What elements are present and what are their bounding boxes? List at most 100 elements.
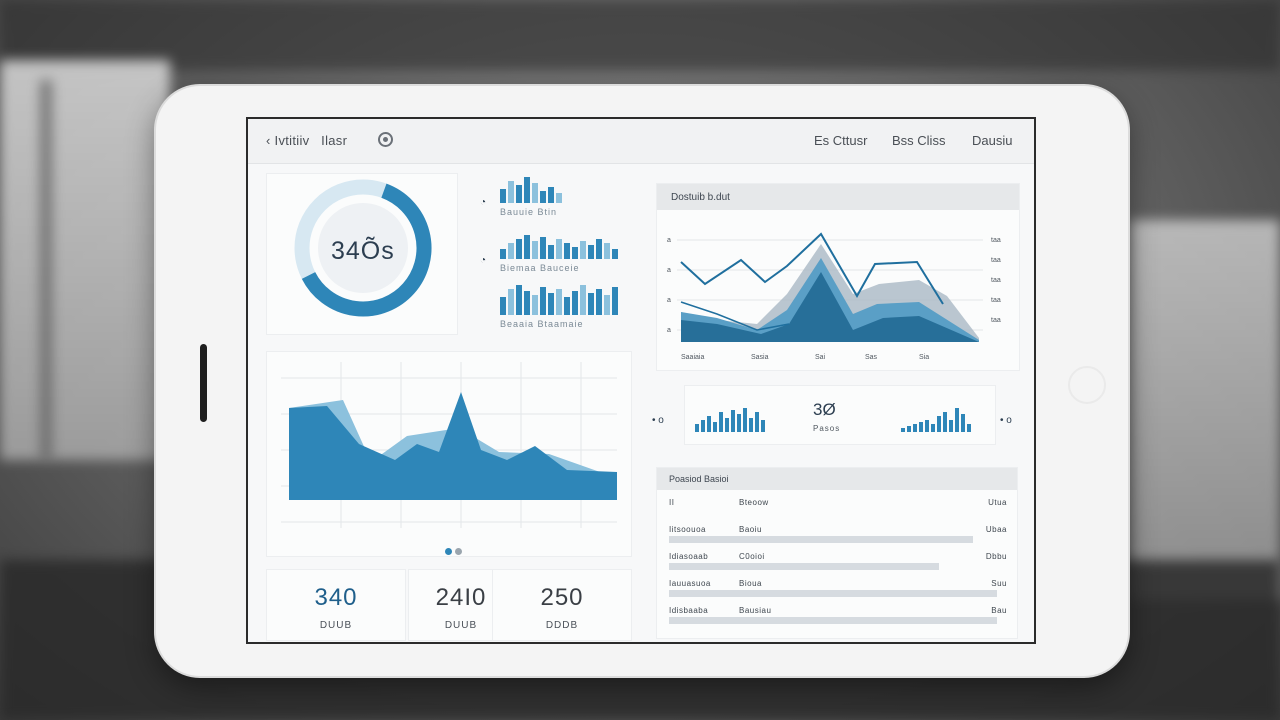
spark-bar — [931, 424, 935, 432]
mini-bar — [500, 189, 506, 203]
mini-bar — [604, 243, 610, 259]
mini-bar — [524, 291, 530, 315]
table-cell: C0oioi — [739, 552, 765, 561]
mini-bar — [524, 235, 530, 259]
spark-bar — [913, 424, 917, 432]
table-cell: Baoiu — [739, 525, 762, 534]
spark-bar — [925, 420, 929, 432]
spark-bar — [719, 412, 723, 432]
donut-value: 34Õs — [331, 237, 395, 265]
donut-chart — [294, 179, 432, 317]
mini-bar — [588, 245, 594, 259]
line-chart-card: Dostuib b.dut a a a a taa taa taa taa ta… — [656, 183, 1020, 371]
mini-bar — [516, 239, 522, 259]
mini-bar — [532, 183, 538, 203]
spark-bar — [737, 414, 741, 432]
nav-item-3[interactable]: Dausiu — [972, 133, 1013, 148]
kpi-card-1[interactable]: 340 DUUB — [266, 569, 406, 641]
mini-bar — [572, 291, 578, 315]
mini-bar — [548, 293, 554, 315]
y-tick-left: a — [667, 297, 671, 304]
mini-bar — [556, 193, 562, 203]
spark-bar — [749, 418, 753, 432]
row-progress-bar — [669, 536, 974, 543]
table-cell: Iitsoouoa — [669, 525, 706, 534]
mini-bar — [596, 239, 602, 259]
data-table-card: Poasiod Basioi II Bteoow Utua Iitsoouoa Baoi… — [656, 467, 1018, 639]
spark-bar — [731, 410, 735, 432]
y-tick-left: a — [667, 237, 671, 244]
mini-bar — [596, 289, 602, 315]
table-cell: Bausiau — [739, 606, 772, 615]
area-chart — [281, 362, 617, 528]
settings-icon[interactable] — [378, 132, 393, 147]
mini-bar — [612, 287, 618, 315]
table-header: Poasiod Basioi — [657, 468, 1017, 490]
pagination-dots — [445, 542, 465, 560]
y-tick-right: taa — [991, 317, 1001, 324]
mini-bar — [564, 297, 570, 315]
spark-bar — [755, 412, 759, 432]
mini-bar — [572, 247, 578, 259]
background-ceiling — [0, 0, 1280, 70]
nav-item-1[interactable]: Es Cttusr — [814, 133, 868, 148]
mini-bar — [540, 191, 546, 203]
area-chart-card — [266, 351, 632, 557]
table-row[interactable]: Iauuasuoa Bioua Suu — [669, 579, 1007, 597]
x-tick: Sai — [815, 354, 826, 361]
dashboard-screen: ‹ Ivtitiiv Ilasr Es Cttusr Bss Cliss Dau… — [246, 117, 1036, 644]
line-series — [680, 232, 944, 305]
clock-icon: ◔ — [480, 197, 487, 208]
line-chart-header: Dostuib b.dut — [657, 184, 1019, 210]
table-cell: Bau — [991, 606, 1007, 615]
x-tick: Sas — [865, 354, 878, 361]
y-tick-right: taa — [991, 257, 1001, 264]
mini-bar-label-1: Bauuie Btin — [500, 207, 558, 217]
mini-bar — [500, 249, 506, 259]
table-row[interactable]: Idisbaaba Bausiau Bau — [669, 606, 1007, 624]
kpi-card-3[interactable]: 250 DDDB — [492, 569, 632, 641]
side-button[interactable] — [200, 344, 207, 422]
table-cell: II — [669, 498, 675, 507]
table-cell: Utua — [988, 498, 1007, 507]
mini-bar-charts: Bauuie Btin Biemaa Bauceie Beaaia Btaama… — [472, 173, 632, 345]
app-title[interactable]: ‹ Ivtitiiv Ilasr — [266, 133, 348, 148]
y-tick-right: taa — [991, 237, 1001, 244]
x-tick: Sia — [919, 354, 930, 361]
kpi-label: DUUB — [319, 620, 353, 631]
mini-bar — [508, 289, 514, 315]
table-cell: Suu — [991, 579, 1007, 588]
x-tick: Sasia — [751, 354, 769, 361]
camera-icon — [1068, 366, 1106, 404]
kpi-value: 250 — [540, 584, 584, 611]
mini-bar-label-2: Biemaa Bauceie — [500, 263, 580, 273]
row-progress-bar — [669, 590, 997, 597]
page-dot-active[interactable] — [445, 548, 452, 555]
donut-card: 34Õs — [266, 173, 458, 335]
mini-bar — [604, 295, 610, 315]
mini-bar — [532, 295, 538, 315]
table-cell: Idisbaaba — [669, 606, 709, 615]
table-row[interactable]: Idiasoaab C0oioi Dbbu — [669, 552, 1007, 570]
mini-bar — [580, 285, 586, 315]
table-row[interactable]: Iitsoouoa Baoiu Ubaa — [669, 525, 1007, 543]
sparkline-value: 3Ø — [813, 400, 836, 419]
spark-bar — [901, 428, 905, 432]
sparkline-label: Pasos — [813, 424, 841, 433]
indicator-icon-right: • o — [1000, 415, 1012, 426]
table-row[interactable]: II Bteoow Utua — [669, 498, 1007, 516]
line-chart — [677, 232, 983, 342]
x-tick: Saaiaia — [681, 354, 705, 361]
page-dot[interactable] — [455, 548, 462, 555]
table-title: Poasiod Basioi — [669, 474, 729, 484]
background-window — [0, 60, 170, 460]
spark-bar — [919, 422, 923, 432]
mini-bar — [500, 297, 506, 315]
nav-item-2[interactable]: Bss Cliss — [892, 133, 946, 148]
spark-bar — [713, 422, 717, 432]
spark-bar — [943, 412, 947, 432]
sparkline-bars — [695, 408, 971, 432]
mini-bar — [532, 241, 538, 259]
mini-bar — [508, 243, 514, 259]
area-series-dark — [289, 392, 617, 500]
